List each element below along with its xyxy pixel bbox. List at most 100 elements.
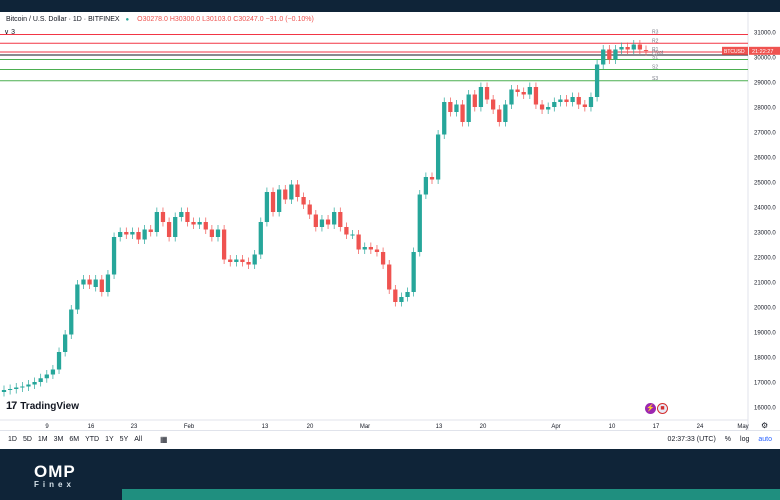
candle-body xyxy=(69,309,74,335)
candle-body xyxy=(393,289,398,302)
price-tick-label: 25000.0 xyxy=(754,181,776,187)
lightning-event-icon[interactable]: ⚡ xyxy=(645,403,656,414)
range-all[interactable]: All xyxy=(134,436,143,443)
auto-scale-toggle[interactable]: auto xyxy=(758,436,772,443)
candle-body xyxy=(1,390,7,392)
candle-body xyxy=(472,94,477,107)
time-tick-label: Mar xyxy=(360,424,370,430)
us-flag-icon[interactable]: ■ xyxy=(657,403,668,414)
candle-body xyxy=(625,47,630,50)
candle-body xyxy=(307,204,312,215)
finex-logo-text: Finex xyxy=(34,480,75,489)
countdown-tag xyxy=(749,46,780,55)
pivot-label-s1: S1 xyxy=(652,55,658,61)
range-6m[interactable]: 6M xyxy=(69,436,80,443)
range-5d[interactable]: 5D xyxy=(22,436,32,443)
candle-body xyxy=(63,334,68,352)
candle-body xyxy=(264,192,270,222)
candle-body xyxy=(497,109,502,122)
symbol-title[interactable]: Bitcoin / U.S. Dollar · 1D · BITFINEX xyxy=(6,16,120,23)
candle-body xyxy=(142,229,147,240)
symbol-price-tag xyxy=(722,46,748,55)
calendar-icon[interactable]: ▦ xyxy=(160,435,168,444)
price-tick-label: 23000.0 xyxy=(754,231,776,237)
indicators-toggle[interactable]: ∨ 3 xyxy=(4,29,15,36)
candle-body xyxy=(362,247,367,250)
time-tick-label: 10 xyxy=(609,424,616,430)
price-tick-label: 29000.0 xyxy=(754,81,776,87)
log-scale-toggle[interactable]: log xyxy=(740,436,750,443)
price-tick-label: 20000.0 xyxy=(754,306,776,312)
candle-body xyxy=(399,297,404,302)
candle-body xyxy=(283,189,288,200)
price-tick-label: 18000.0 xyxy=(754,356,776,362)
range-3m[interactable]: 3M xyxy=(53,436,64,443)
time-tick-label: 13 xyxy=(436,424,443,430)
candle-body xyxy=(319,219,325,227)
candle-body xyxy=(417,194,422,252)
candle-body xyxy=(448,102,453,112)
candle-body xyxy=(313,214,318,227)
candle-body xyxy=(154,212,159,232)
price-tick-label: 24000.0 xyxy=(754,206,776,212)
candle-body xyxy=(221,229,227,260)
price-tick-label: 19000.0 xyxy=(754,331,776,337)
candle-body xyxy=(160,212,166,222)
candle-body xyxy=(435,134,441,180)
candle-body xyxy=(546,107,551,110)
pivot-label-s2: S2 xyxy=(652,65,658,71)
percent-scale-toggle[interactable]: % xyxy=(724,436,732,443)
time-tick-label: 16 xyxy=(88,424,95,430)
tradingview-wordmark: TradingView xyxy=(20,400,79,412)
price-tick-label: 28000.0 xyxy=(754,106,776,112)
candle-body xyxy=(570,97,575,102)
candle-body xyxy=(14,387,19,389)
candle-body xyxy=(558,99,563,102)
range-1m[interactable]: 1M xyxy=(37,436,48,443)
range-1d[interactable]: 1D xyxy=(8,436,17,443)
candle-body xyxy=(81,279,86,285)
range-selector: 1D 5D 1M 3M 6M YTD 1Y 5Y All xyxy=(8,436,142,443)
price-chart[interactable]: 31000.0 30000.0 29000.0 28000.0 27000.0 26000… xyxy=(0,12,780,430)
candle-body xyxy=(344,227,349,235)
tradingview-logo[interactable]: 17 TradingView xyxy=(6,400,79,412)
candle-body xyxy=(179,212,184,217)
candle-body xyxy=(277,189,282,212)
candle-body xyxy=(619,47,624,50)
candle-body xyxy=(105,274,111,292)
candle-body xyxy=(380,252,386,265)
candle-body xyxy=(136,232,141,240)
price-tick-label: 31000.0 xyxy=(754,31,776,37)
range-1y[interactable]: 1Y xyxy=(105,436,114,443)
candle-body xyxy=(405,292,410,297)
candle-body xyxy=(454,104,459,112)
candle-body xyxy=(258,222,263,255)
candle-body xyxy=(87,279,92,285)
candle-body xyxy=(203,222,208,230)
candle-body xyxy=(173,217,178,237)
price-tick-label: 22000.0 xyxy=(754,256,776,262)
range-5y[interactable]: 5Y xyxy=(119,436,129,443)
candle-body xyxy=(332,212,337,225)
candle-body xyxy=(246,262,251,265)
candle-body xyxy=(234,259,239,262)
candle-body xyxy=(50,369,56,375)
settings-gear-icon[interactable]: ⚙ xyxy=(761,421,768,430)
candle-body xyxy=(20,386,25,388)
candle-body xyxy=(484,87,490,100)
candle-body xyxy=(124,232,129,235)
candle-body xyxy=(478,87,484,107)
time-tick-label: 17 xyxy=(653,424,660,430)
candle-body xyxy=(118,232,123,237)
candle-body xyxy=(166,222,172,237)
utc-clock[interactable]: 02:37:33 (UTC) xyxy=(667,436,716,443)
candle-body xyxy=(637,44,643,50)
candle-body xyxy=(228,259,233,262)
range-ytd[interactable]: YTD xyxy=(85,436,100,443)
candle-body xyxy=(7,389,13,390)
candle-body xyxy=(130,232,135,235)
price-tick-label: 27000.0 xyxy=(754,131,776,137)
candle-body xyxy=(44,374,49,379)
candle-body xyxy=(442,102,447,135)
candle-body xyxy=(289,184,294,200)
